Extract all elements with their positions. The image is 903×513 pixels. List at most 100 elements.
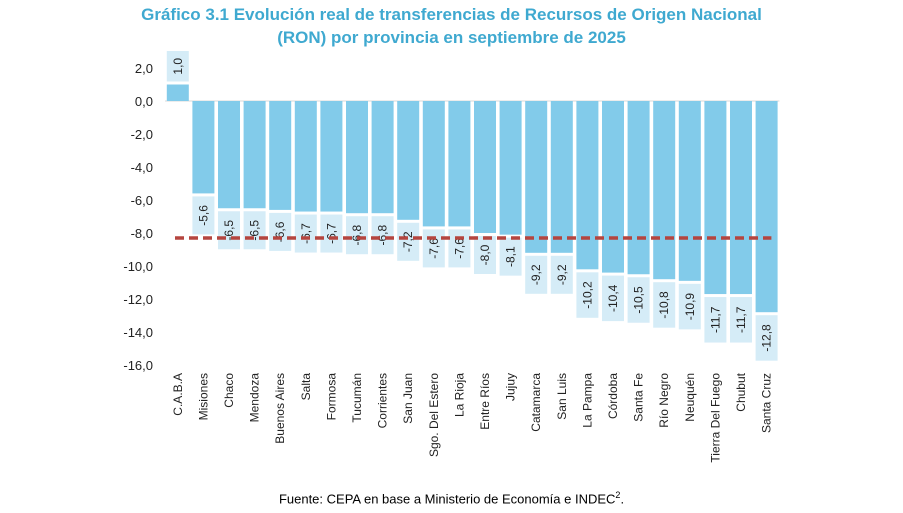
data-label: -6,5 <box>248 220 262 241</box>
bar <box>755 101 778 313</box>
x-tick-label: San Juan <box>401 373 415 424</box>
x-tick-label: Tucumán <box>350 373 364 423</box>
data-label: -10,8 <box>657 291 671 319</box>
source-sup: 2 <box>615 490 621 500</box>
data-label: -6,5 <box>222 220 236 241</box>
bar <box>448 101 471 227</box>
bar <box>653 101 676 280</box>
x-tick-label: Catamarca <box>529 373 543 432</box>
data-label-bg <box>525 255 548 294</box>
x-tick-label: Corrientes <box>376 373 390 428</box>
data-label: -7,6 <box>452 238 466 259</box>
x-tick-label: Chubut <box>734 372 748 411</box>
bar <box>371 101 394 214</box>
bar <box>422 101 445 227</box>
data-label: -10,5 <box>632 286 646 314</box>
data-label-bg <box>166 51 189 82</box>
bar <box>166 84 189 101</box>
bar <box>218 101 240 209</box>
bar <box>269 101 292 210</box>
bar <box>243 101 266 209</box>
bar <box>346 101 368 214</box>
bar <box>474 101 496 233</box>
x-tick-label: Tierra Del Fuego <box>708 373 722 463</box>
y-tick-label: -12,0 <box>123 292 153 307</box>
data-label-bg <box>704 297 727 343</box>
data-label-bg <box>294 214 317 253</box>
data-label-bg <box>755 315 778 361</box>
data-label-bg <box>243 211 266 250</box>
data-label-bg <box>474 236 496 274</box>
x-tick-label: Jujuy <box>504 373 518 401</box>
x-tick-label: La Pampa <box>580 373 594 428</box>
x-tick-label: C.A.B.A <box>171 373 185 416</box>
bar <box>730 101 752 295</box>
y-tick-label: -2,0 <box>131 127 153 142</box>
x-tick-label: San Luis <box>555 373 569 420</box>
source-text: Fuente: CEPA en base a Ministerio de Eco… <box>278 491 616 507</box>
bar <box>499 101 522 235</box>
data-label-bg <box>730 297 752 343</box>
x-tick-label: Santa Cruz <box>760 373 774 433</box>
chart-title-line2: (RON) por provincia en septiembre de 202… <box>277 28 626 47</box>
x-tick-label: Río Negro <box>657 373 671 428</box>
y-tick-label: -10,0 <box>123 259 153 274</box>
data-label-bg <box>397 222 420 261</box>
data-label-bg <box>192 196 215 235</box>
bar <box>525 101 548 253</box>
x-tick-label: Córdoba <box>606 373 620 419</box>
data-label-bg <box>371 216 394 255</box>
data-label: -12,8 <box>760 324 774 352</box>
data-label: -11,7 <box>734 306 748 333</box>
data-label-bg <box>499 237 522 276</box>
data-label-bg <box>678 283 701 330</box>
data-label: -9,2 <box>529 264 543 285</box>
source-note: Fuente: CEPA en base a Ministerio de Eco… <box>278 490 625 507</box>
y-tick-label: -6,0 <box>131 193 153 208</box>
data-label: -10,2 <box>580 281 594 309</box>
data-label: -7,6 <box>427 238 441 259</box>
data-label: -8,0 <box>478 244 492 265</box>
bar <box>320 101 343 212</box>
data-label-bg <box>653 282 676 328</box>
x-tick-label: Sgo. Del Estero <box>427 373 441 457</box>
data-label: -7,2 <box>401 231 415 252</box>
x-tick-label: Santa Fe <box>632 373 646 422</box>
data-label: -6,8 <box>376 225 390 246</box>
x-tick-label: Salta <box>299 373 313 401</box>
x-tick-label: Buenos Aires <box>273 373 287 444</box>
data-label: -6,8 <box>350 225 364 246</box>
x-tick-label: Chaco <box>222 373 236 408</box>
y-tick-label: -4,0 <box>131 160 153 175</box>
data-label-bg <box>269 212 292 251</box>
chart-title-line1: Gráfico 3.1 Evolución real de transferen… <box>141 5 762 24</box>
bar <box>602 101 624 273</box>
y-tick-label: -8,0 <box>131 226 153 241</box>
data-label-bg <box>346 216 368 255</box>
data-label-bg <box>320 214 343 253</box>
bar <box>550 101 573 253</box>
bar <box>627 101 650 275</box>
x-tick-label: Formosa <box>324 373 338 421</box>
bar <box>704 101 727 295</box>
data-label-bg <box>550 255 573 294</box>
y-tick-label: -14,0 <box>123 325 153 340</box>
bar <box>294 101 317 212</box>
data-label: -11,7 <box>708 306 722 333</box>
y-tick-label: 0,0 <box>135 94 153 109</box>
data-label: -6,7 <box>299 223 313 244</box>
x-tick-label: Neuquén <box>683 373 697 422</box>
data-label: -5,6 <box>196 205 210 226</box>
data-label: -9,2 <box>555 264 569 285</box>
data-label-bg <box>627 277 650 323</box>
x-tick-label: La Rioja <box>452 373 466 417</box>
bar <box>397 101 420 220</box>
bar <box>678 101 701 281</box>
data-label: -10,9 <box>683 293 697 321</box>
bar <box>576 101 599 270</box>
x-tick-label: Misiones <box>196 373 210 420</box>
data-label-bg <box>448 229 471 268</box>
x-tick-label: Mendoza <box>248 373 262 423</box>
